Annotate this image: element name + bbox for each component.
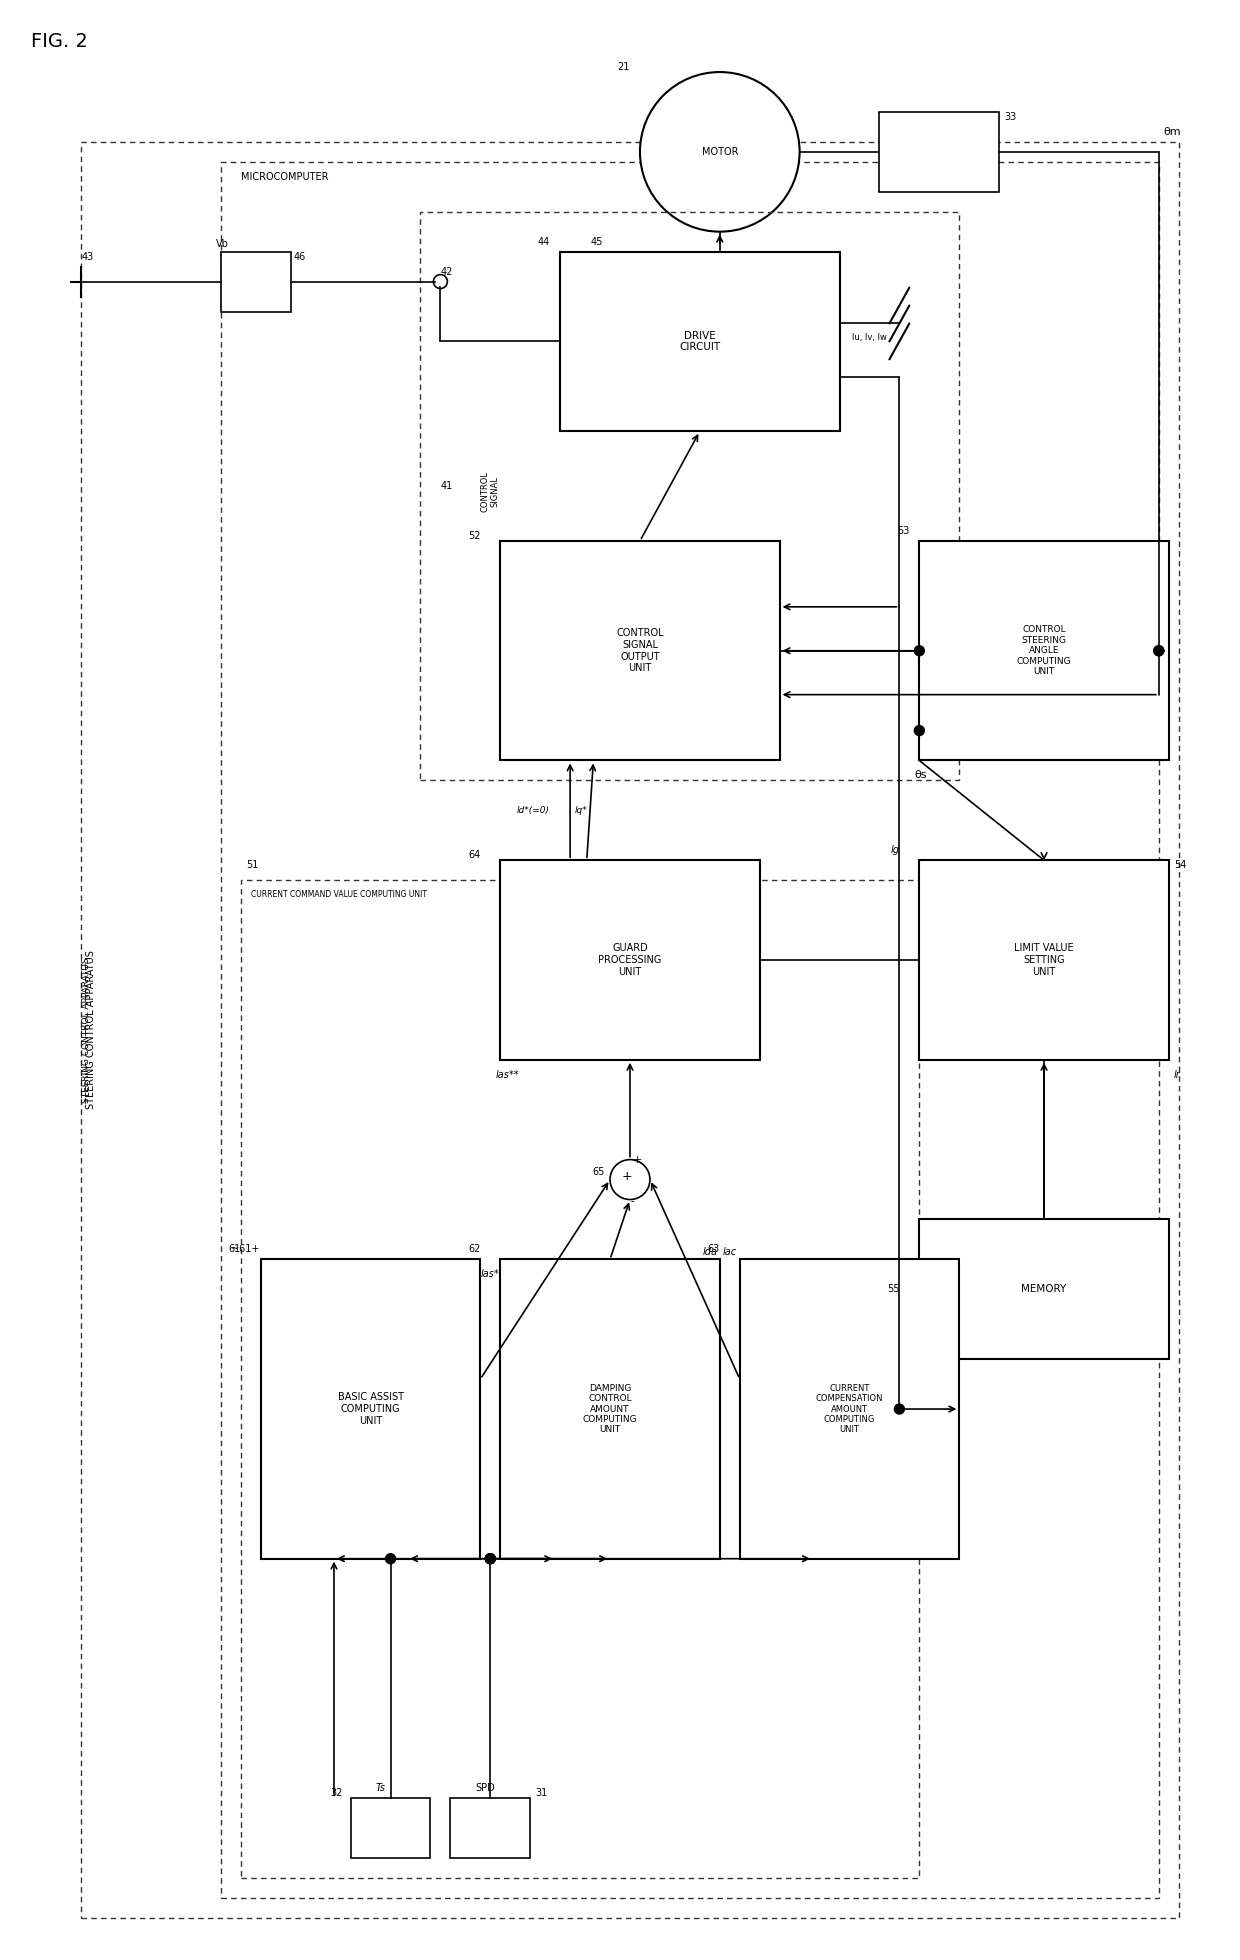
Text: 53: 53 [897, 525, 909, 535]
Text: lda: lda [702, 1247, 717, 1258]
Text: 61: 61 [228, 1245, 241, 1254]
Text: MEMORY: MEMORY [1022, 1284, 1066, 1294]
Text: SPD: SPD [475, 1784, 495, 1793]
FancyBboxPatch shape [919, 541, 1169, 760]
Text: 43: 43 [81, 251, 93, 261]
Text: CURRENT
COMPENSATION
AMOUNT
COMPUTING
UNIT: CURRENT COMPENSATION AMOUNT COMPUTING UN… [816, 1384, 883, 1435]
FancyBboxPatch shape [919, 860, 1169, 1060]
Text: 33: 33 [1004, 112, 1017, 122]
Circle shape [640, 73, 800, 231]
Text: las*: las* [480, 1270, 498, 1280]
Circle shape [386, 1554, 396, 1564]
Text: Ts: Ts [376, 1784, 386, 1793]
Text: lq*: lq* [575, 806, 588, 815]
Text: 52: 52 [467, 531, 480, 541]
FancyBboxPatch shape [500, 541, 780, 760]
Text: 31: 31 [536, 1788, 547, 1797]
Text: lu, lv, lw: lu, lv, lw [852, 333, 887, 343]
Text: MICROCOMPUTER: MICROCOMPUTER [241, 172, 329, 182]
Circle shape [485, 1554, 495, 1564]
Text: 63: 63 [708, 1245, 719, 1254]
Text: CURRENT COMMAND VALUE COMPUTING UNIT: CURRENT COMMAND VALUE COMPUTING UNIT [250, 890, 427, 900]
Text: 65: 65 [593, 1166, 605, 1176]
Text: DAMPING
CONTROL
AMOUNT
COMPUTING
UNIT: DAMPING CONTROL AMOUNT COMPUTING UNIT [583, 1384, 637, 1435]
Text: 32: 32 [331, 1788, 343, 1797]
Text: lr: lr [1174, 1070, 1180, 1080]
FancyBboxPatch shape [351, 1797, 430, 1858]
Text: 51: 51 [246, 860, 258, 870]
Text: 41: 41 [440, 480, 453, 492]
FancyBboxPatch shape [81, 141, 1179, 1919]
Text: 46: 46 [294, 251, 306, 261]
Text: CONTROL
SIGNAL: CONTROL SIGNAL [481, 470, 500, 512]
FancyBboxPatch shape [450, 1797, 531, 1858]
Text: LIMIT VALUE
SETTING
UNIT: LIMIT VALUE SETTING UNIT [1014, 943, 1074, 976]
Text: CONTROL
SIGNAL
OUTPUT
UNIT: CONTROL SIGNAL OUTPUT UNIT [616, 629, 663, 672]
Text: -: - [630, 1196, 634, 1207]
Text: 44: 44 [538, 237, 551, 247]
Circle shape [436, 278, 444, 286]
Text: STEERING CONTROL APPARATUS: STEERING CONTROL APPARATUS [87, 951, 97, 1109]
Text: 54: 54 [1174, 860, 1187, 870]
FancyBboxPatch shape [260, 1260, 480, 1558]
FancyBboxPatch shape [500, 1260, 719, 1558]
FancyBboxPatch shape [221, 163, 1159, 1897]
Text: MOTOR: MOTOR [702, 147, 738, 157]
Text: 62: 62 [467, 1245, 480, 1254]
Text: lg: lg [890, 845, 899, 855]
Circle shape [894, 1403, 904, 1413]
Text: ~61+: ~61+ [231, 1245, 259, 1254]
Text: GUARD
PROCESSING
UNIT: GUARD PROCESSING UNIT [598, 943, 662, 976]
Text: θs: θs [914, 770, 926, 780]
Text: lac: lac [723, 1247, 737, 1258]
FancyBboxPatch shape [740, 1260, 960, 1558]
Text: 55: 55 [887, 1284, 899, 1294]
Circle shape [485, 1554, 495, 1564]
Circle shape [485, 1554, 495, 1564]
Text: CONTROL
STEERING
ANGLE
COMPUTING
UNIT: CONTROL STEERING ANGLE COMPUTING UNIT [1017, 625, 1071, 676]
Circle shape [914, 725, 924, 735]
Text: +: + [621, 1170, 632, 1184]
Text: 64: 64 [467, 851, 480, 860]
Text: 42: 42 [440, 267, 453, 276]
FancyBboxPatch shape [879, 112, 999, 192]
Circle shape [1153, 645, 1164, 657]
Text: Vb: Vb [216, 239, 229, 249]
Text: BASIC ASSIST
COMPUTING
UNIT: BASIC ASSIST COMPUTING UNIT [337, 1392, 403, 1425]
FancyBboxPatch shape [919, 1219, 1169, 1358]
Text: +: + [634, 1154, 642, 1164]
Circle shape [1153, 645, 1164, 657]
Circle shape [914, 645, 924, 657]
Circle shape [610, 1160, 650, 1200]
Text: 45: 45 [590, 237, 603, 247]
Text: ld*(=0): ld*(=0) [517, 806, 551, 815]
FancyBboxPatch shape [241, 880, 919, 1878]
Text: FIG. 2: FIG. 2 [31, 31, 88, 51]
Text: 21: 21 [618, 63, 630, 73]
FancyBboxPatch shape [560, 251, 839, 431]
Text: DRIVE
CIRCUIT: DRIVE CIRCUIT [680, 331, 720, 353]
Text: θm: θm [1164, 127, 1182, 137]
FancyBboxPatch shape [500, 860, 760, 1060]
FancyBboxPatch shape [221, 251, 290, 312]
Text: STEERING CONTROL APPARATUS: STEERING CONTROL APPARATUS [82, 956, 91, 1103]
Text: las**: las** [495, 1070, 518, 1080]
